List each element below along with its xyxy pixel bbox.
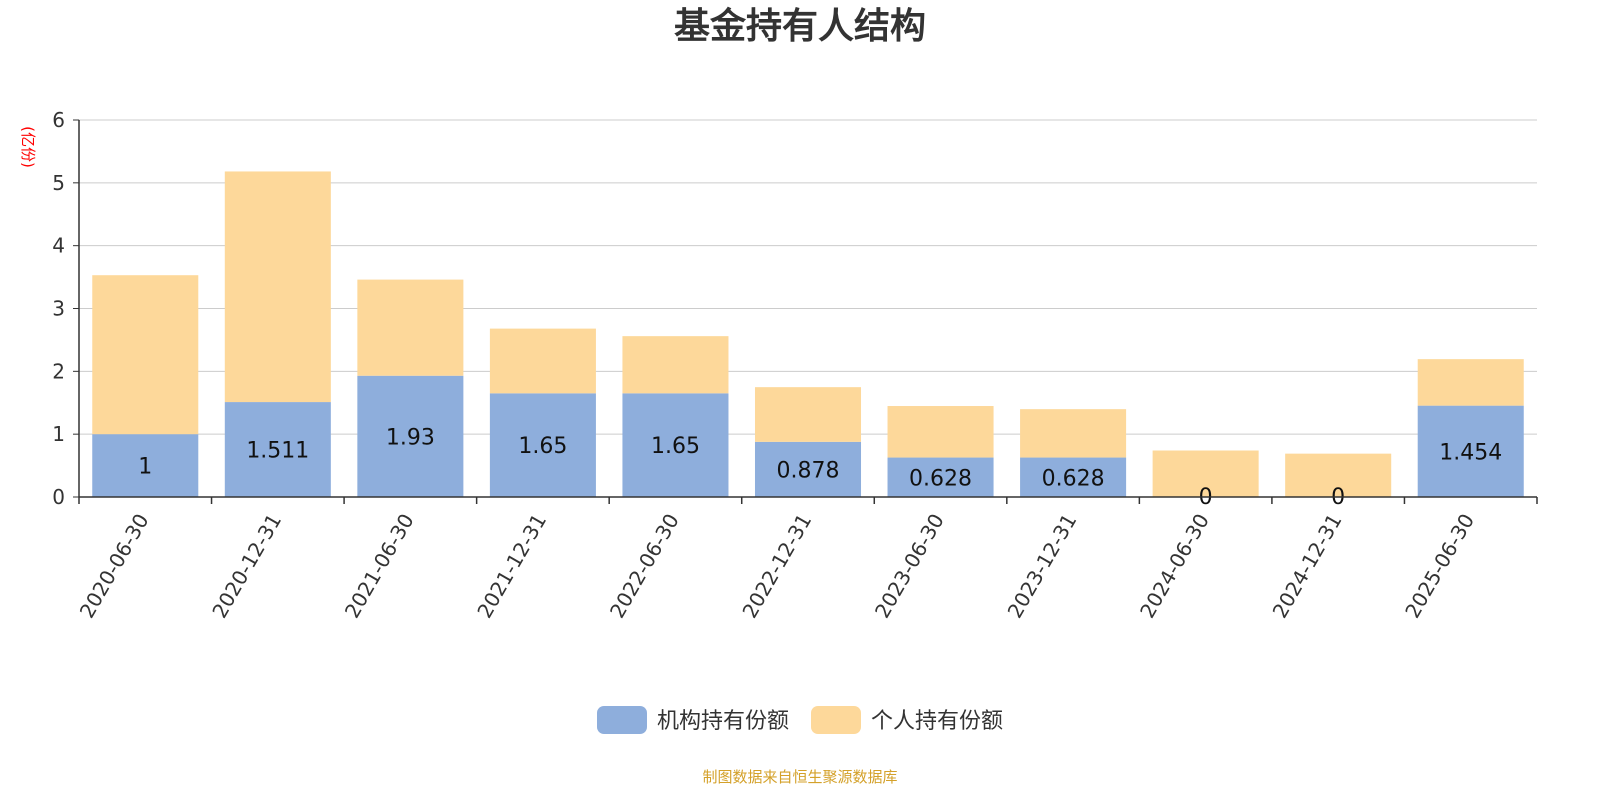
y-tick-label: 1 — [52, 422, 65, 446]
bar-data-label: 1 — [138, 455, 152, 480]
chart-title: 基金持有人结构 — [674, 5, 926, 47]
y-tick-label: 4 — [52, 234, 65, 258]
bar-data-label: 1.93 — [386, 425, 435, 450]
bar-individual — [1020, 409, 1127, 458]
bar-institutional — [887, 457, 994, 497]
legend[interactable]: 机构持有份额 个人持有份额 — [597, 706, 1003, 734]
bar-individual — [357, 279, 464, 376]
bar-data-label: 0.878 — [777, 458, 840, 483]
bar-data-label: 0.628 — [1042, 466, 1105, 491]
bar-institutional — [489, 393, 596, 497]
bar-data-label: 1.511 — [246, 439, 309, 464]
bar-institutional — [1417, 405, 1524, 497]
bar-data-label: 1.65 — [518, 434, 567, 459]
bar-institutional — [224, 402, 331, 497]
bar-individual — [92, 275, 199, 435]
bar-individual — [1417, 359, 1524, 406]
legend-swatch — [597, 706, 647, 734]
legend-label: 个人持有份额 — [871, 709, 1003, 734]
bar-data-label: 1.454 — [1439, 440, 1502, 465]
bar-data-label: 0.628 — [909, 466, 972, 491]
x-tick-label: 2025-06-30 — [1400, 510, 1479, 623]
legend-label: 机构持有份额 — [657, 709, 789, 734]
x-tick-label: 2024-06-30 — [1135, 510, 1214, 623]
x-tick-label: 2021-06-30 — [340, 510, 419, 623]
legend-item-individual[interactable]: 个人持有份额 — [811, 706, 1003, 734]
bar-individual — [224, 171, 331, 403]
axes — [73, 119, 1538, 504]
legend-swatch — [811, 706, 861, 734]
y-tick-label: 5 — [52, 171, 65, 195]
x-tick-label: 2023-06-30 — [870, 509, 949, 622]
bar-individual — [622, 336, 729, 394]
y-axis-unit-label: (亿份) — [19, 126, 37, 168]
bar-individual — [887, 406, 994, 458]
source-note: 制图数据来自恒生聚源数据库 — [702, 768, 898, 786]
x-tick-label: 2024-12-31 — [1268, 510, 1347, 623]
bar-institutional — [1020, 457, 1127, 497]
bar-data-label: 1.65 — [651, 434, 700, 459]
x-tick-label: 2020-12-31 — [207, 510, 286, 623]
x-tick-label: 2023-12-31 — [1003, 510, 1082, 623]
bar-institutional — [622, 393, 729, 497]
y-tick-label: 2 — [52, 359, 65, 383]
x-tick-label: 2020-06-30 — [75, 510, 154, 623]
y-tick-label: 3 — [52, 297, 65, 321]
bar-individual — [754, 387, 862, 442]
x-tick-label: 2021-12-31 — [472, 510, 551, 623]
bar-individual — [489, 328, 596, 394]
bar-institutional — [754, 441, 862, 497]
bar-individual — [1285, 453, 1392, 497]
x-tick-label: 2022-06-30 — [605, 510, 684, 623]
bar-institutional — [92, 434, 199, 497]
y-tick-label: 0 — [52, 485, 65, 509]
x-tick-label: 2022-12-31 — [737, 510, 816, 623]
y-tick-label: 6 — [52, 108, 65, 132]
legend-item-institutional[interactable]: 机构持有份额 — [597, 706, 789, 734]
bar-individual — [1152, 450, 1259, 497]
bar-institutional — [357, 375, 464, 497]
